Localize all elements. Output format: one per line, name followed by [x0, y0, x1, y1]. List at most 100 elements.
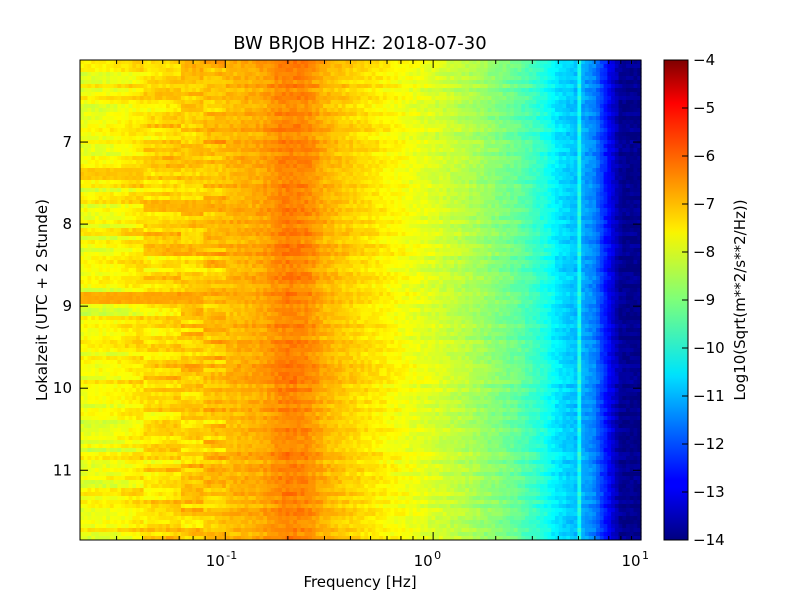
heatmap-cell [240, 132, 246, 137]
heatmap-cell [558, 148, 564, 153]
heatmap-cell [225, 76, 231, 81]
heatmap-cell [341, 60, 347, 65]
heatmap-cell [274, 160, 279, 165]
heatmap-cell [323, 116, 328, 121]
heatmap-cell [199, 152, 205, 157]
heatmap-cell [637, 124, 642, 129]
heatmap-cell [113, 96, 118, 101]
heatmap-cell [465, 120, 470, 125]
heatmap-cell [427, 140, 433, 145]
heatmap-cell [162, 68, 167, 73]
heatmap-cell [558, 124, 564, 129]
heatmap-cell [454, 128, 459, 133]
heatmap-cell [237, 136, 242, 141]
heatmap-cell [543, 120, 549, 125]
heatmap-cell [420, 152, 425, 157]
heatmap-cell [521, 76, 526, 81]
heatmap-cell [558, 132, 564, 137]
heatmap-cell [360, 112, 365, 117]
heatmap-cell [233, 120, 238, 125]
heatmap-cell [439, 108, 444, 113]
heatmap-cell [267, 156, 272, 161]
heatmap-cell [517, 120, 522, 125]
heatmap-cell [513, 120, 519, 125]
heatmap-cell [592, 100, 597, 105]
heatmap-cell [345, 116, 350, 121]
heatmap-cell [353, 188, 358, 193]
heatmap-cell [540, 184, 545, 189]
heatmap-cell [136, 68, 141, 73]
heatmap-cell [588, 128, 593, 133]
heatmap-cell [382, 156, 388, 161]
heatmap-cell [454, 160, 459, 165]
heatmap-cell [83, 188, 89, 193]
heatmap-cell [487, 184, 492, 189]
heatmap-cell [162, 112, 167, 117]
heatmap-cell [424, 64, 429, 69]
heatmap-cell [536, 120, 541, 125]
heatmap-cell [457, 184, 463, 189]
heatmap-cell [566, 72, 571, 77]
heatmap-cell [521, 84, 526, 89]
heatmap-cell [207, 84, 212, 89]
heatmap-cell [267, 148, 272, 153]
heatmap-cell [446, 68, 451, 73]
heatmap-cell [192, 192, 197, 197]
heatmap-cell [132, 64, 137, 69]
heatmap-cell [566, 68, 571, 73]
heatmap-cell [584, 72, 590, 77]
heatmap-cell [162, 180, 167, 185]
heatmap-cell [517, 112, 522, 117]
heatmap-cell [581, 188, 586, 193]
heatmap-cell [379, 80, 384, 85]
heatmap-cell [379, 112, 384, 117]
heatmap-cell [442, 72, 448, 77]
heatmap-cell [614, 140, 620, 145]
heatmap-cell [379, 176, 384, 181]
heatmap-cell [517, 76, 522, 81]
heatmap-cell [244, 100, 249, 105]
heatmap-cell [633, 88, 638, 93]
heatmap-cell [386, 136, 392, 141]
heatmap-cell [259, 128, 264, 133]
heatmap-cell [109, 192, 115, 197]
heatmap-cell [285, 160, 291, 165]
heatmap-cell [139, 188, 145, 193]
heatmap-cell [457, 88, 463, 93]
heatmap-cell [483, 160, 489, 165]
heatmap-cell [532, 96, 537, 101]
heatmap-cell [98, 188, 104, 193]
heatmap-cell [480, 176, 485, 181]
heatmap-cell [435, 68, 440, 73]
heatmap-cell [472, 120, 478, 125]
heatmap-cell [218, 172, 223, 177]
heatmap-cell [495, 88, 500, 93]
heatmap-cell [502, 124, 507, 129]
heatmap-cell [517, 92, 522, 97]
heatmap-cell [300, 152, 305, 157]
heatmap-cell [439, 164, 444, 169]
heatmap-cell [83, 136, 89, 141]
heatmap-cell [424, 76, 429, 81]
heatmap-cell [525, 132, 530, 137]
heatmap-cell [465, 108, 470, 113]
heatmap-cell [177, 84, 182, 89]
heatmap-cell [296, 104, 302, 109]
heatmap-cell [263, 132, 268, 137]
heatmap-cell [543, 96, 549, 101]
heatmap-cell [401, 128, 406, 133]
heatmap-cell [510, 180, 515, 185]
heatmap-cell [540, 72, 545, 77]
heatmap-cell [607, 120, 612, 125]
heatmap-cell [629, 172, 635, 177]
heatmap-cell [412, 124, 418, 129]
heatmap-cell [94, 152, 100, 157]
heatmap-cell [483, 180, 489, 185]
heatmap-cell [106, 76, 111, 81]
heatmap-cell [289, 64, 294, 69]
heatmap-cell [91, 152, 96, 157]
heatmap-cell [547, 152, 552, 157]
heatmap-cell [528, 188, 534, 193]
heatmap-cell [614, 80, 620, 85]
heatmap-cell [536, 152, 541, 157]
